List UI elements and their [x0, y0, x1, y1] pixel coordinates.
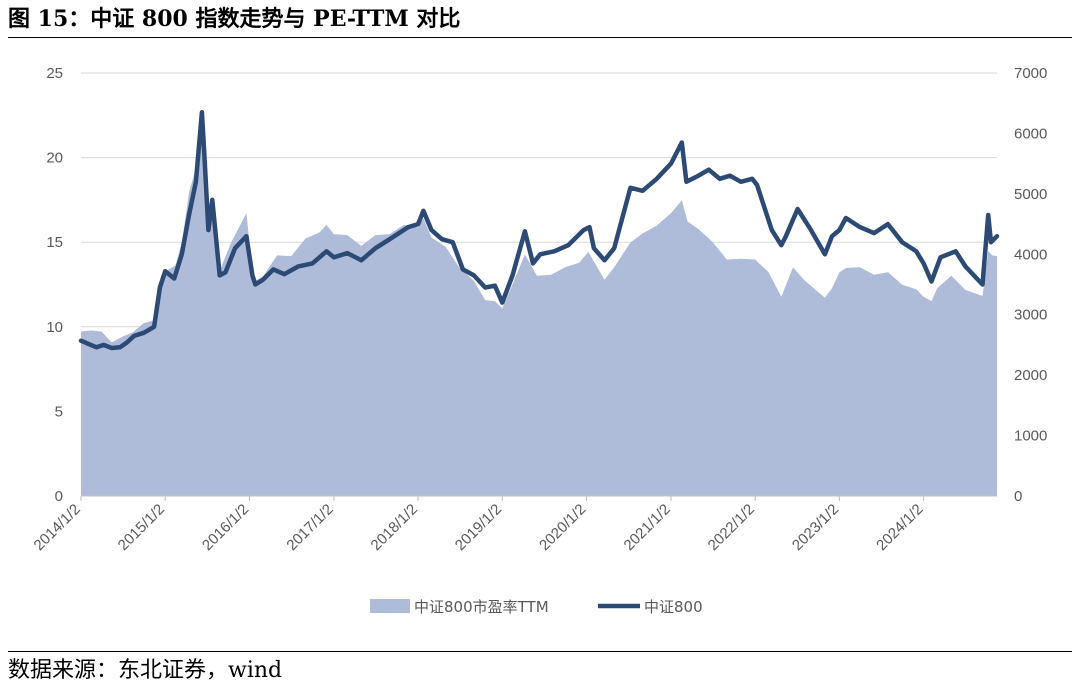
right-axis-ticks: 0 1000 2000 3000 4000 5000 6000 7000 [1014, 65, 1047, 505]
right-tick-label: 7000 [1014, 65, 1047, 82]
right-tick-label: 5000 [1014, 186, 1047, 203]
x-tick-label: 2014/1/2 [31, 501, 84, 554]
right-tick-label: 6000 [1014, 125, 1047, 142]
x-tick-label: 2015/1/2 [115, 501, 168, 554]
left-axis-ticks: 0 5 10 15 20 25 [46, 65, 63, 505]
legend: 中证800市盈率TTM 中证800 [370, 598, 703, 616]
x-tick-label: 2018/1/2 [368, 501, 421, 554]
title-rule [8, 37, 1072, 38]
pe-ttm-area [81, 133, 997, 496]
right-tick-label: 4000 [1014, 246, 1047, 263]
legend-swatch-pe-ttm [370, 599, 410, 613]
source-note: 数据来源：东北证券，wind [8, 658, 283, 683]
left-tick-label: 15 [46, 234, 63, 251]
right-tick-label: 3000 [1014, 307, 1047, 324]
figure-title: 图 15：中证 800 指数走势与 PE-TTM 对比 [8, 6, 461, 32]
footer-rule [8, 651, 1072, 652]
csi800-line [78, 110, 1000, 351]
legend-label-csi800: 中证800 [644, 598, 703, 616]
x-tick-label: 2022/1/2 [705, 501, 758, 554]
left-tick-label: 10 [46, 319, 63, 336]
legend-label-pe-ttm: 中证800市盈率TTM [414, 598, 549, 616]
right-tick-label: 2000 [1014, 367, 1047, 384]
left-tick-label: 20 [46, 150, 63, 167]
x-tick-label: 2020/1/2 [536, 501, 589, 554]
x-tick-label: 2017/1/2 [283, 501, 336, 554]
x-tick-label: 2019/1/2 [452, 501, 505, 554]
x-axis-ticks: 2014/1/2 2015/1/2 2016/1/2 2017/1/2 2018/1/2… [31, 496, 926, 554]
left-tick-label: 25 [46, 65, 63, 82]
x-tick-label: 2024/1/2 [873, 501, 926, 554]
x-tick-label: 2023/1/2 [789, 501, 842, 554]
x-tick-label: 2016/1/2 [199, 501, 252, 554]
right-tick-label: 0 [1014, 488, 1022, 505]
x-tick-label: 2021/1/2 [621, 501, 674, 554]
right-tick-label: 1000 [1014, 428, 1047, 445]
left-tick-label: 0 [55, 488, 63, 505]
left-tick-label: 5 [55, 403, 63, 420]
